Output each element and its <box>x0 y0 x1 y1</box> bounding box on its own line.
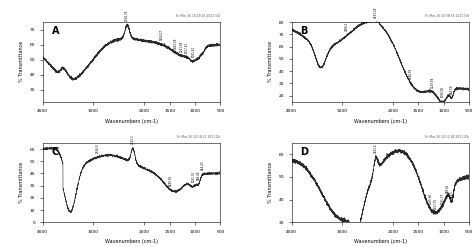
Text: 844.5: 844.5 <box>450 190 454 202</box>
Y-axis label: % Transmittance: % Transmittance <box>19 162 24 203</box>
Y-axis label: % Transmittance: % Transmittance <box>268 162 273 203</box>
Text: 1219.58: 1219.58 <box>431 77 435 92</box>
Text: 928.61: 928.61 <box>446 183 449 197</box>
Text: 1654.17: 1654.17 <box>160 29 164 44</box>
Text: Fri Mar 26 10:18:21 2021 Ok: Fri Mar 26 10:18:21 2021 Ok <box>177 135 220 139</box>
Text: 2222.3: 2222.3 <box>131 135 135 148</box>
Text: 2341.4: 2341.4 <box>374 143 378 157</box>
Text: 2906.1: 2906.1 <box>345 21 349 35</box>
Text: 1261.84: 1261.84 <box>180 40 184 56</box>
Text: 2333.28: 2333.28 <box>374 7 378 22</box>
Text: A: A <box>52 26 59 36</box>
Text: C: C <box>52 147 59 157</box>
Text: 1383.28: 1383.28 <box>173 38 178 53</box>
Y-axis label: % Transmittance: % Transmittance <box>19 41 24 82</box>
Text: 1480.93: 1480.93 <box>169 174 173 190</box>
X-axis label: Wavenumbers (cm-1): Wavenumbers (cm-1) <box>354 119 407 124</box>
X-axis label: Wavenumbers (cm-1): Wavenumbers (cm-1) <box>105 119 158 124</box>
Text: D: D <box>301 147 309 157</box>
Text: 844.58: 844.58 <box>450 85 454 98</box>
Text: 1031.77: 1031.77 <box>440 192 444 207</box>
Text: 1031.41: 1031.41 <box>191 45 195 61</box>
Text: 1157.41: 1157.41 <box>185 42 189 57</box>
Text: 928.45: 928.45 <box>197 171 201 184</box>
Text: 1265.60: 1265.60 <box>428 193 432 208</box>
Text: 2334.74: 2334.74 <box>125 9 129 25</box>
Text: Fri Mar 26 10:18:16 2021 (Ok: Fri Mar 26 10:18:16 2021 (Ok <box>176 14 220 18</box>
X-axis label: Wavenumbers (cm-1): Wavenumbers (cm-1) <box>354 240 407 245</box>
Text: 2916.9: 2916.9 <box>96 144 100 157</box>
Y-axis label: % Transmittance: % Transmittance <box>268 41 273 82</box>
Text: 1030.58: 1030.58 <box>440 86 444 102</box>
Text: 1648.59: 1648.59 <box>409 68 413 83</box>
Text: 844.43: 844.43 <box>201 161 205 174</box>
Text: 1157.75: 1157.75 <box>434 198 438 213</box>
Text: 1031.31: 1031.31 <box>191 171 195 186</box>
X-axis label: Wavenumbers (cm-1): Wavenumbers (cm-1) <box>105 240 158 245</box>
Text: Fri Mar 26 10:12:28 2021 (Ok: Fri Mar 26 10:12:28 2021 (Ok <box>425 135 469 139</box>
Text: B: B <box>301 26 308 36</box>
Text: Fri Mar 26 10:38:55 2021 (Ok: Fri Mar 26 10:38:55 2021 (Ok <box>425 14 469 18</box>
